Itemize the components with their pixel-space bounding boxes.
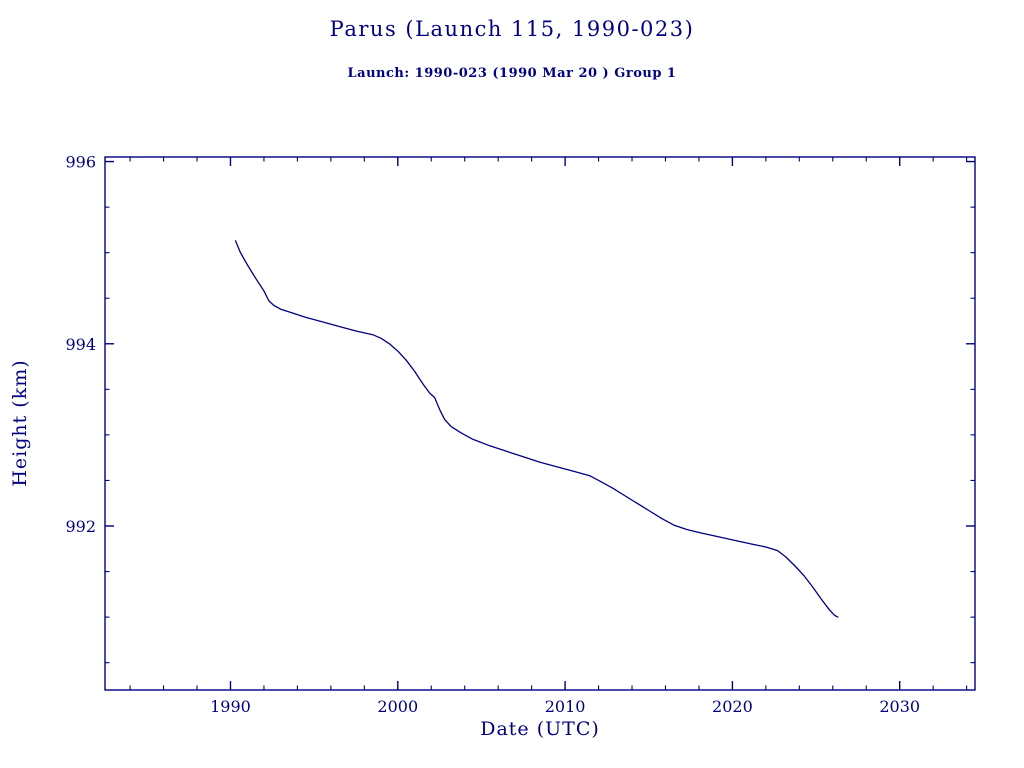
x-tick-label: 2010 [545,697,586,716]
chart-title: Parus (Launch 115, 1990-023) [329,17,695,41]
y-tick-label: 994 [65,335,96,354]
x-tick-label: 2020 [712,697,753,716]
y-axis-label: Height (km) [9,359,31,487]
y-tick-label: 996 [65,153,96,172]
x-tick-label: 1990 [210,697,251,716]
plot-frame [104,156,976,691]
chart-subtitle: Launch: 1990-023 (1990 Mar 20 ) Group 1 [347,66,677,81]
x-tick-label: 2000 [377,697,418,716]
y-tick-label: 992 [65,517,96,536]
x-tick-label: 2030 [879,697,920,716]
x-axis-label: Date (UTC) [480,718,600,740]
series-orbital-height [234,240,839,618]
